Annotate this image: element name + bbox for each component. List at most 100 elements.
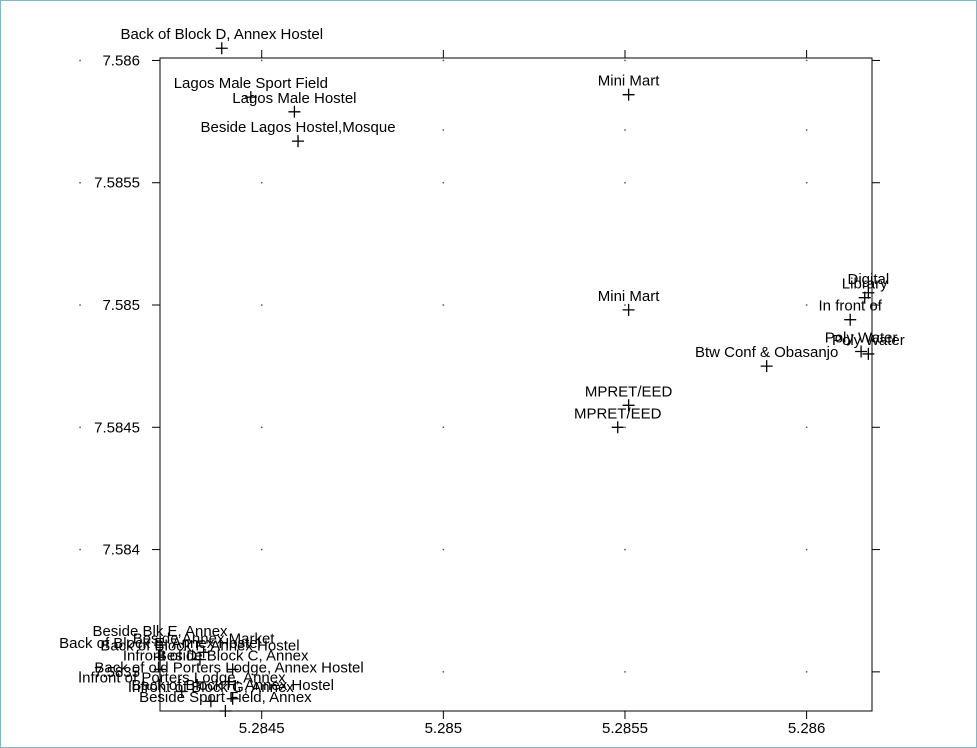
- grid-dot: [260, 59, 263, 62]
- grid-dot: [805, 426, 808, 429]
- point-label: Poly Water: [825, 329, 898, 346]
- y-tick-label: 7.585: [102, 297, 140, 314]
- point-label: Beside Block C, Annex: [157, 647, 309, 664]
- point-label: Back of Block H, Annex Hostel: [131, 677, 334, 694]
- y-tick-label: 7.5845: [94, 419, 140, 436]
- point-label: Digital: [848, 271, 890, 288]
- grid-dot: [624, 129, 626, 131]
- grid-dot: [805, 548, 808, 551]
- point-label: Back of Block D, Annex Hostel: [120, 26, 323, 43]
- grid-dot: [624, 304, 626, 306]
- x-tick-label: 5.2855: [602, 720, 648, 737]
- point-label: Lagos Male Hostel: [232, 90, 356, 107]
- grid-dot: [624, 671, 626, 673]
- y-tick-label: 7.5855: [94, 175, 140, 192]
- point-marker: [244, 91, 257, 104]
- grid-dot: [79, 671, 81, 673]
- point-marker: [622, 303, 635, 316]
- point-marker: [226, 663, 239, 676]
- point-label: Infront of D: [123, 647, 197, 664]
- grid-dot: [260, 426, 263, 429]
- grid-dot: [805, 304, 808, 306]
- grid-dot: [442, 304, 445, 306]
- point-label: Lagos Male Sport Field: [174, 75, 328, 92]
- grid-dot: [805, 732, 808, 734]
- point-label: Beside Sport Field, Annex: [139, 689, 312, 706]
- y-tick-label: 7.5835: [94, 664, 140, 681]
- point-marker: [197, 646, 210, 659]
- point-label: Infront of Block G, Annex: [128, 679, 294, 696]
- x-tick-label: 5.286: [788, 720, 826, 737]
- grid-dot: [805, 59, 808, 62]
- point-marker: [622, 88, 635, 101]
- point-marker: [622, 399, 635, 412]
- grid-dot: [79, 181, 81, 184]
- point-marker: [175, 685, 188, 698]
- y-tick-label: 7.586: [102, 52, 140, 69]
- point-marker: [154, 651, 166, 664]
- point-marker: [858, 291, 871, 304]
- point-label: MPRET/EED: [574, 405, 662, 422]
- point-marker: [219, 705, 232, 717]
- point-label: Library: [842, 276, 888, 293]
- point-label: Back of Block F, Annex Hostel: [100, 638, 299, 655]
- point-marker: [215, 42, 228, 55]
- point-label: Mini Mart: [598, 288, 661, 305]
- grid-dot: [805, 129, 808, 131]
- grid-dot: [624, 732, 626, 734]
- grid-dot: [260, 671, 263, 673]
- point-marker: [226, 692, 239, 705]
- point-marker: [154, 663, 166, 676]
- point-label: Back of Block E, Annex Hostel: [59, 635, 261, 652]
- grid-dot: [260, 181, 263, 184]
- point-marker: [223, 675, 236, 688]
- grid-dot: [442, 129, 445, 131]
- grid-dot: [442, 732, 445, 734]
- point-marker: [855, 345, 868, 358]
- point-marker: [154, 638, 166, 651]
- point-marker: [204, 695, 217, 708]
- grid-dot: [442, 548, 445, 551]
- grid-dot: [260, 129, 263, 131]
- grid-dot: [260, 304, 263, 306]
- point-marker: [288, 105, 301, 118]
- grid-dot: [79, 548, 81, 551]
- point-label: Beside Lagos Hostel,Mosque: [200, 119, 395, 136]
- point-label: In front of: [819, 298, 883, 315]
- point-label: Back of old Porters Lodge, Annex Hostel: [94, 660, 363, 677]
- plot-frame: [159, 57, 873, 712]
- point-marker: [760, 360, 773, 373]
- point-marker: [611, 421, 624, 434]
- grid-dot: [260, 548, 263, 551]
- grid-dot: [624, 548, 626, 551]
- point-label: Btw Conf & Obasanjo: [695, 344, 838, 361]
- point-marker: [862, 347, 875, 360]
- grid-dot: [79, 59, 81, 62]
- grid-dot: [805, 671, 808, 673]
- point-label: Poly Water: [832, 332, 905, 349]
- grid-dot: [442, 59, 445, 62]
- grid-dot: [624, 181, 626, 184]
- point-label: Beside Annex Market: [133, 630, 276, 647]
- grid-dot: [442, 181, 445, 184]
- x-tick-label: 5.2845: [239, 720, 285, 737]
- grid-dot: [260, 732, 263, 734]
- y-tick-label: 7.584: [102, 542, 140, 559]
- grid-dot: [442, 426, 445, 429]
- grid-dot: [624, 426, 626, 429]
- point-marker: [844, 313, 857, 326]
- point-marker: [292, 135, 305, 148]
- x-tick-label: 5.285: [425, 720, 463, 737]
- point-marker: [193, 653, 206, 666]
- point-label: Beside Blk E, Annex: [92, 623, 228, 640]
- grid-dot: [805, 181, 808, 184]
- grid-dot: [79, 426, 81, 429]
- grid-dot: [442, 671, 445, 673]
- point-label: Infront of Porters Lodge, Annex: [78, 669, 286, 686]
- point-label: Mini Mart: [598, 73, 661, 90]
- grid-dot: [79, 304, 81, 306]
- point-label: MPRET/EED: [585, 383, 673, 400]
- grid-dot: [624, 59, 626, 62]
